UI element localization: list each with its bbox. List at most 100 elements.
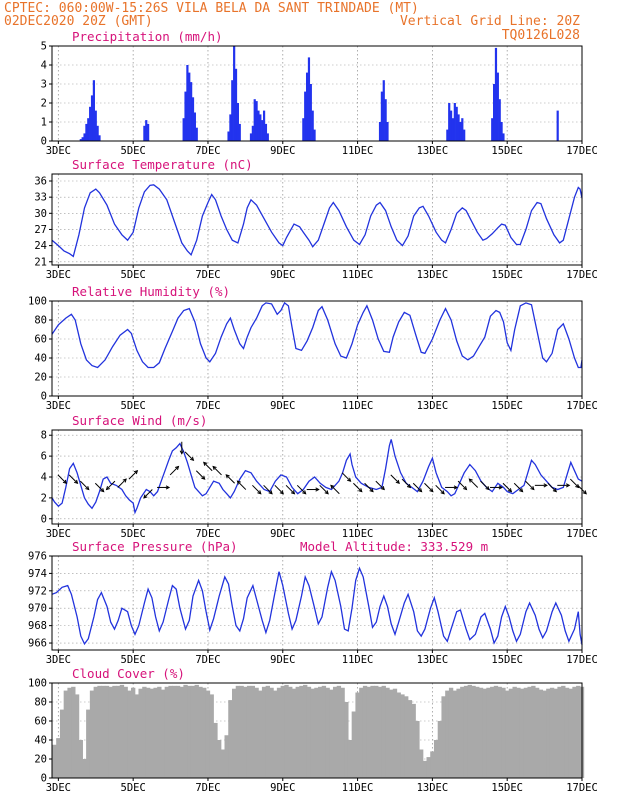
panels: Precipitation (mm/h) 0 1 2 3 4 5 3DEC 5DEC 7DEC 9D… [28, 29, 598, 794]
wind-xtick-label: 5DEC [121, 528, 146, 540]
wind-arrow-head [530, 486, 535, 491]
pressure-panel: Surface Pressure (hPa) Model Altitude: 33… [28, 539, 598, 666]
wind-arrow [296, 484, 307, 495]
precipitation-bar [455, 106, 458, 141]
temperature-xtick-label: 9DEC [270, 269, 295, 281]
humidity-xtick-label: 3DEC [46, 400, 71, 412]
cloud-cover-bar [445, 690, 450, 778]
cloud-cover-bar [265, 685, 270, 778]
cloud-cover-bar [112, 685, 117, 778]
precipitation-bar [449, 110, 453, 141]
wind-arrow-head [175, 465, 180, 471]
wind-arrow-head [498, 485, 504, 490]
precipitation-bar [186, 65, 189, 141]
wind-arrow-shaft [435, 484, 445, 495]
cloud-cover-bar [250, 685, 256, 778]
cloud-cover-bar [392, 688, 398, 778]
cloud-cover-bar [239, 685, 244, 778]
wind-arrow-head [315, 487, 320, 492]
precipitation-bar [191, 97, 195, 141]
cloud-cover-panel: Cloud Cover (%) 0 20 40 60 80 100 3DEC 5DEC 7DEC 9… [28, 666, 598, 794]
pressure-xtick-label: 5DEC [121, 654, 146, 666]
cloud-cover-bar [235, 685, 241, 778]
precipitation-xtick-label: 7DEC [195, 145, 220, 157]
wind-arrow-shaft [195, 470, 206, 480]
wind-arrow-head [440, 490, 445, 495]
cloud-cover-bar [396, 692, 401, 778]
wind-xtick-label: 9DEC [270, 528, 295, 540]
humidity-ytick-label: 40 [34, 353, 47, 365]
precipitation-bar [193, 112, 196, 141]
wind-arrow [195, 470, 206, 480]
header-run-date: 02DEC2020 20Z (GMT) [4, 14, 153, 29]
cloud-cover-ytick-label: 40 [34, 735, 47, 747]
precipitation-bar [261, 120, 264, 141]
precipitation-bar [494, 47, 498, 141]
wind-arrow-head [279, 490, 284, 495]
precipitation-bar [249, 133, 253, 141]
precipitation-bar [227, 131, 230, 141]
wind-arrow [94, 482, 105, 493]
precipitation-bar [87, 118, 90, 141]
wind-arrow [57, 474, 68, 485]
humidity-xtick-label: 13DEC [417, 400, 449, 412]
wind-arrow-head [463, 486, 468, 491]
cloud-cover-ytick-label: 100 [28, 678, 47, 690]
wind-arrow [203, 461, 213, 472]
cloud-cover-ytick-label: 20 [34, 754, 47, 766]
cloud-cover-bar [460, 686, 465, 778]
cloud-cover-bar [299, 685, 304, 778]
precipitation-bar [231, 80, 234, 141]
precipitation-bar [448, 103, 451, 141]
cloud-cover-bar [116, 685, 121, 778]
cloud-cover-bar [179, 686, 184, 778]
wind-arrow [445, 485, 459, 490]
precipitation-bar [266, 133, 269, 141]
temperature-xtick-label: 7DEC [195, 269, 220, 281]
cloud-cover-bar [531, 685, 536, 778]
cloud-cover-bar [437, 721, 443, 778]
cloud-cover-bar [422, 760, 428, 778]
header-location: CPTEC: 060:00W-15:26S VILA BELA DA SANT … [4, 1, 419, 16]
temperature-xtick-label: 17DEC [566, 269, 598, 281]
wind-arrow [489, 485, 504, 490]
header-grid-note: Vertical Grid Line: 20Z [400, 14, 580, 29]
cloud-cover-bar [400, 694, 405, 778]
cloud-cover-bar [482, 688, 487, 778]
precipitation-bar [195, 127, 198, 141]
wind-arrow-shaft [330, 484, 340, 495]
cloud-cover-bar [329, 689, 334, 778]
pressure-ytick-label: 970 [28, 603, 47, 615]
temperature-xtick-label: 11DEC [342, 269, 374, 281]
wind-arrow-shaft [237, 480, 247, 490]
wind-arrow [236, 480, 247, 490]
precipitation-xtick-label: 13DEC [417, 145, 449, 157]
wind-arrow [468, 478, 479, 488]
precipitation-bar [238, 123, 241, 141]
wind-arrow-head [189, 456, 195, 462]
wind-arrow [364, 482, 374, 493]
wind-arrow-head [74, 479, 79, 485]
precipitation-bar [493, 84, 496, 141]
precipitation-bar [236, 103, 239, 141]
wind-arrow [330, 484, 340, 495]
temperature-ytick-label: 21 [34, 256, 47, 268]
cloud-cover-bar [104, 685, 110, 778]
cloud-cover-bar [516, 687, 521, 778]
precipitation-bar [92, 80, 95, 141]
precipitation-bar [378, 122, 382, 141]
cloud-cover-bar [362, 685, 368, 778]
humidity-xtick-label: 9DEC [270, 400, 295, 412]
cloud-cover-bar [157, 686, 162, 778]
precipitation-bar [90, 95, 94, 141]
wind-arrow [457, 480, 468, 491]
wind-arrow [424, 482, 434, 493]
wind-arrow-head [201, 475, 206, 480]
precipitation-bar [311, 110, 314, 141]
wind-arrow [263, 484, 273, 495]
cloud-cover-bar [557, 686, 562, 778]
cloud-cover-bar [527, 686, 532, 778]
cloud-cover-bar [202, 687, 207, 778]
wind-arrow [117, 478, 127, 488]
cloud-cover-bar [490, 686, 495, 778]
